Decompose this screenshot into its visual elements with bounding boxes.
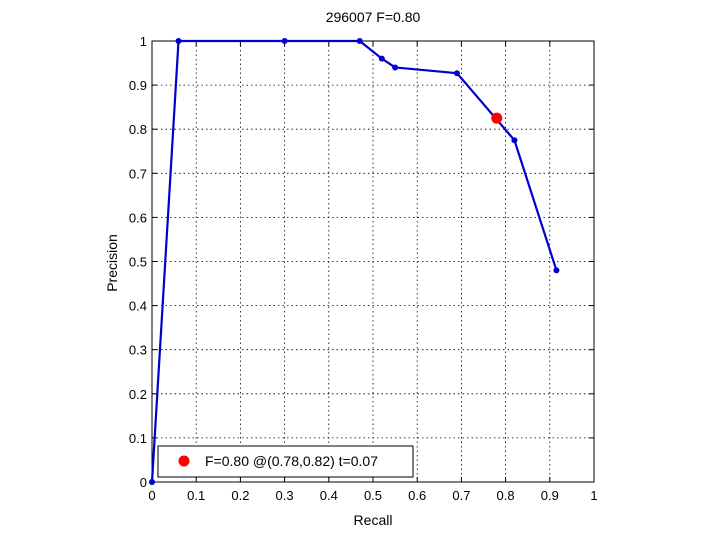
x-tick-label: 0.8 — [497, 488, 515, 503]
y-tick-label: 0 — [140, 475, 147, 490]
legend-box — [157, 445, 414, 478]
y-tick-label: 0.3 — [129, 343, 147, 358]
x-tick-label: 0.4 — [320, 488, 338, 503]
y-axis-label: Precision — [104, 234, 120, 292]
y-tick-label: 0.8 — [129, 122, 147, 137]
data-point — [356, 38, 363, 44]
legend-marker — [178, 455, 190, 467]
x-tick-label: 1 — [590, 488, 597, 503]
x-tick-label: 0.7 — [452, 488, 470, 503]
y-tick-label: 0.5 — [129, 255, 147, 270]
best-f-marker — [491, 112, 503, 124]
x-axis-label: Recall — [354, 512, 393, 528]
chart-title: 296007 F=0.80 — [326, 9, 421, 25]
y-tick-label: 0.1 — [129, 431, 147, 446]
x-tick-label: 0.3 — [276, 488, 294, 503]
legend-text: F=0.80 @(0.78,0.82) t=0.07 — [205, 453, 378, 469]
y-tick-label: 0.7 — [129, 166, 147, 181]
x-tick-label: 0.9 — [541, 488, 559, 503]
data-point — [175, 38, 182, 44]
x-tick-label: 0 — [148, 488, 155, 503]
data-point — [378, 55, 385, 62]
y-tick-label: 1 — [140, 34, 147, 49]
x-tick-label: 0.1 — [187, 488, 205, 503]
data-point — [281, 38, 288, 44]
legend: F=0.80 @(0.78,0.82) t=0.07 — [157, 445, 414, 478]
data-point — [392, 64, 399, 71]
ticks: 0 0.1 0.2 0.3 0.4 0.5 0.6 0.7 0.8 0.9 1 0 0.1 0.2 0.3 0… — [129, 34, 598, 503]
data-point — [553, 267, 560, 274]
data-point — [453, 70, 460, 77]
data-point — [511, 137, 518, 144]
y-tick-label: 0.6 — [129, 210, 147, 225]
y-tick-label: 0.2 — [129, 387, 147, 402]
y-tick-label: 0.9 — [129, 78, 147, 93]
grid — [152, 41, 594, 482]
series-layer — [149, 38, 560, 485]
x-tick-label: 0.6 — [408, 488, 426, 503]
x-tick-label: 0.5 — [364, 488, 382, 503]
x-tick-label: 0.2 — [231, 488, 249, 503]
data-point — [149, 479, 155, 485]
y-tick-label: 0.4 — [129, 299, 147, 314]
